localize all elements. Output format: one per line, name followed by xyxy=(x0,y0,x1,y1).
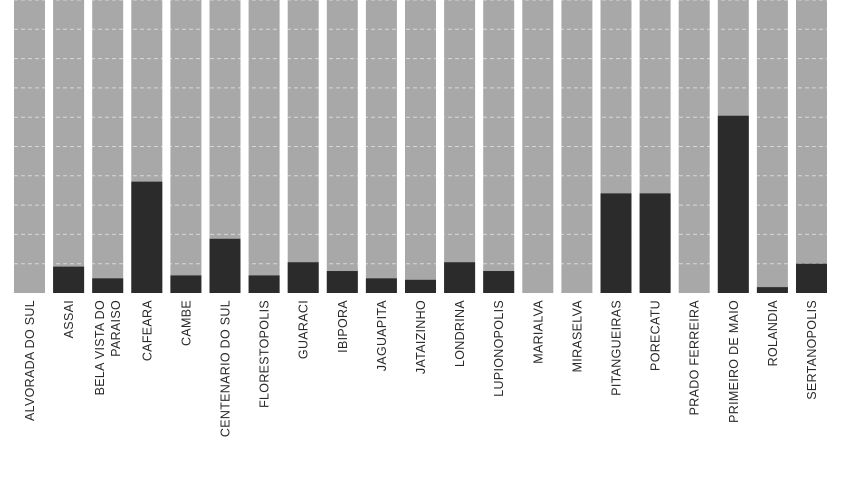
category-label: JAGUAPITA xyxy=(375,300,389,372)
category-label: IBIPORA xyxy=(336,300,350,353)
category-labels: ALVORADA DO SUL ASSAI BELA VISTA DO PARAISO… xyxy=(23,300,819,437)
category-label: CENTENARIO DO SUL xyxy=(219,300,233,437)
category-label: PRADO FERREIRA xyxy=(688,300,702,416)
category-label: MIRASELVA xyxy=(570,300,584,373)
bar xyxy=(717,115,749,293)
bar xyxy=(639,193,671,293)
bar xyxy=(92,278,124,293)
category-label: PRIMEIRO DE MAIO xyxy=(727,300,741,423)
category-label: ROLANDIA xyxy=(766,300,780,367)
bar xyxy=(483,271,515,293)
bar xyxy=(365,278,397,293)
bar xyxy=(170,275,202,293)
bar xyxy=(209,238,241,293)
category-label: JATAIZINHO xyxy=(414,300,428,374)
category-label: CAFEARA xyxy=(140,300,154,362)
bar xyxy=(248,275,280,293)
bar xyxy=(796,263,827,293)
category-label: FLORESTOPOLIS xyxy=(258,300,272,408)
category-label: PARAISO xyxy=(109,300,123,357)
category-label: PITANGUEIRAS xyxy=(610,300,624,396)
bar xyxy=(405,279,436,293)
bar xyxy=(756,287,788,293)
bar xyxy=(600,193,632,293)
bar xyxy=(131,181,163,293)
category-label: LUPIONOPOLIS xyxy=(492,300,506,397)
category-label: ALVORADA DO SUL xyxy=(23,300,37,421)
category-label: ASSAI xyxy=(62,300,76,338)
category-label: BELA VISTA DO xyxy=(93,300,107,395)
category-label: SERTANOPOLIS xyxy=(805,300,819,400)
category-label: CAMBE xyxy=(179,300,193,346)
bar xyxy=(287,262,319,293)
category-label: LONDRINA xyxy=(453,300,467,367)
bar xyxy=(53,266,85,293)
category-label: GUARACI xyxy=(297,300,311,359)
bar xyxy=(444,262,476,293)
bars xyxy=(53,115,827,293)
category-label: MARIALVA xyxy=(531,300,545,364)
category-label: PORECATU xyxy=(649,300,663,371)
bar xyxy=(326,271,358,293)
